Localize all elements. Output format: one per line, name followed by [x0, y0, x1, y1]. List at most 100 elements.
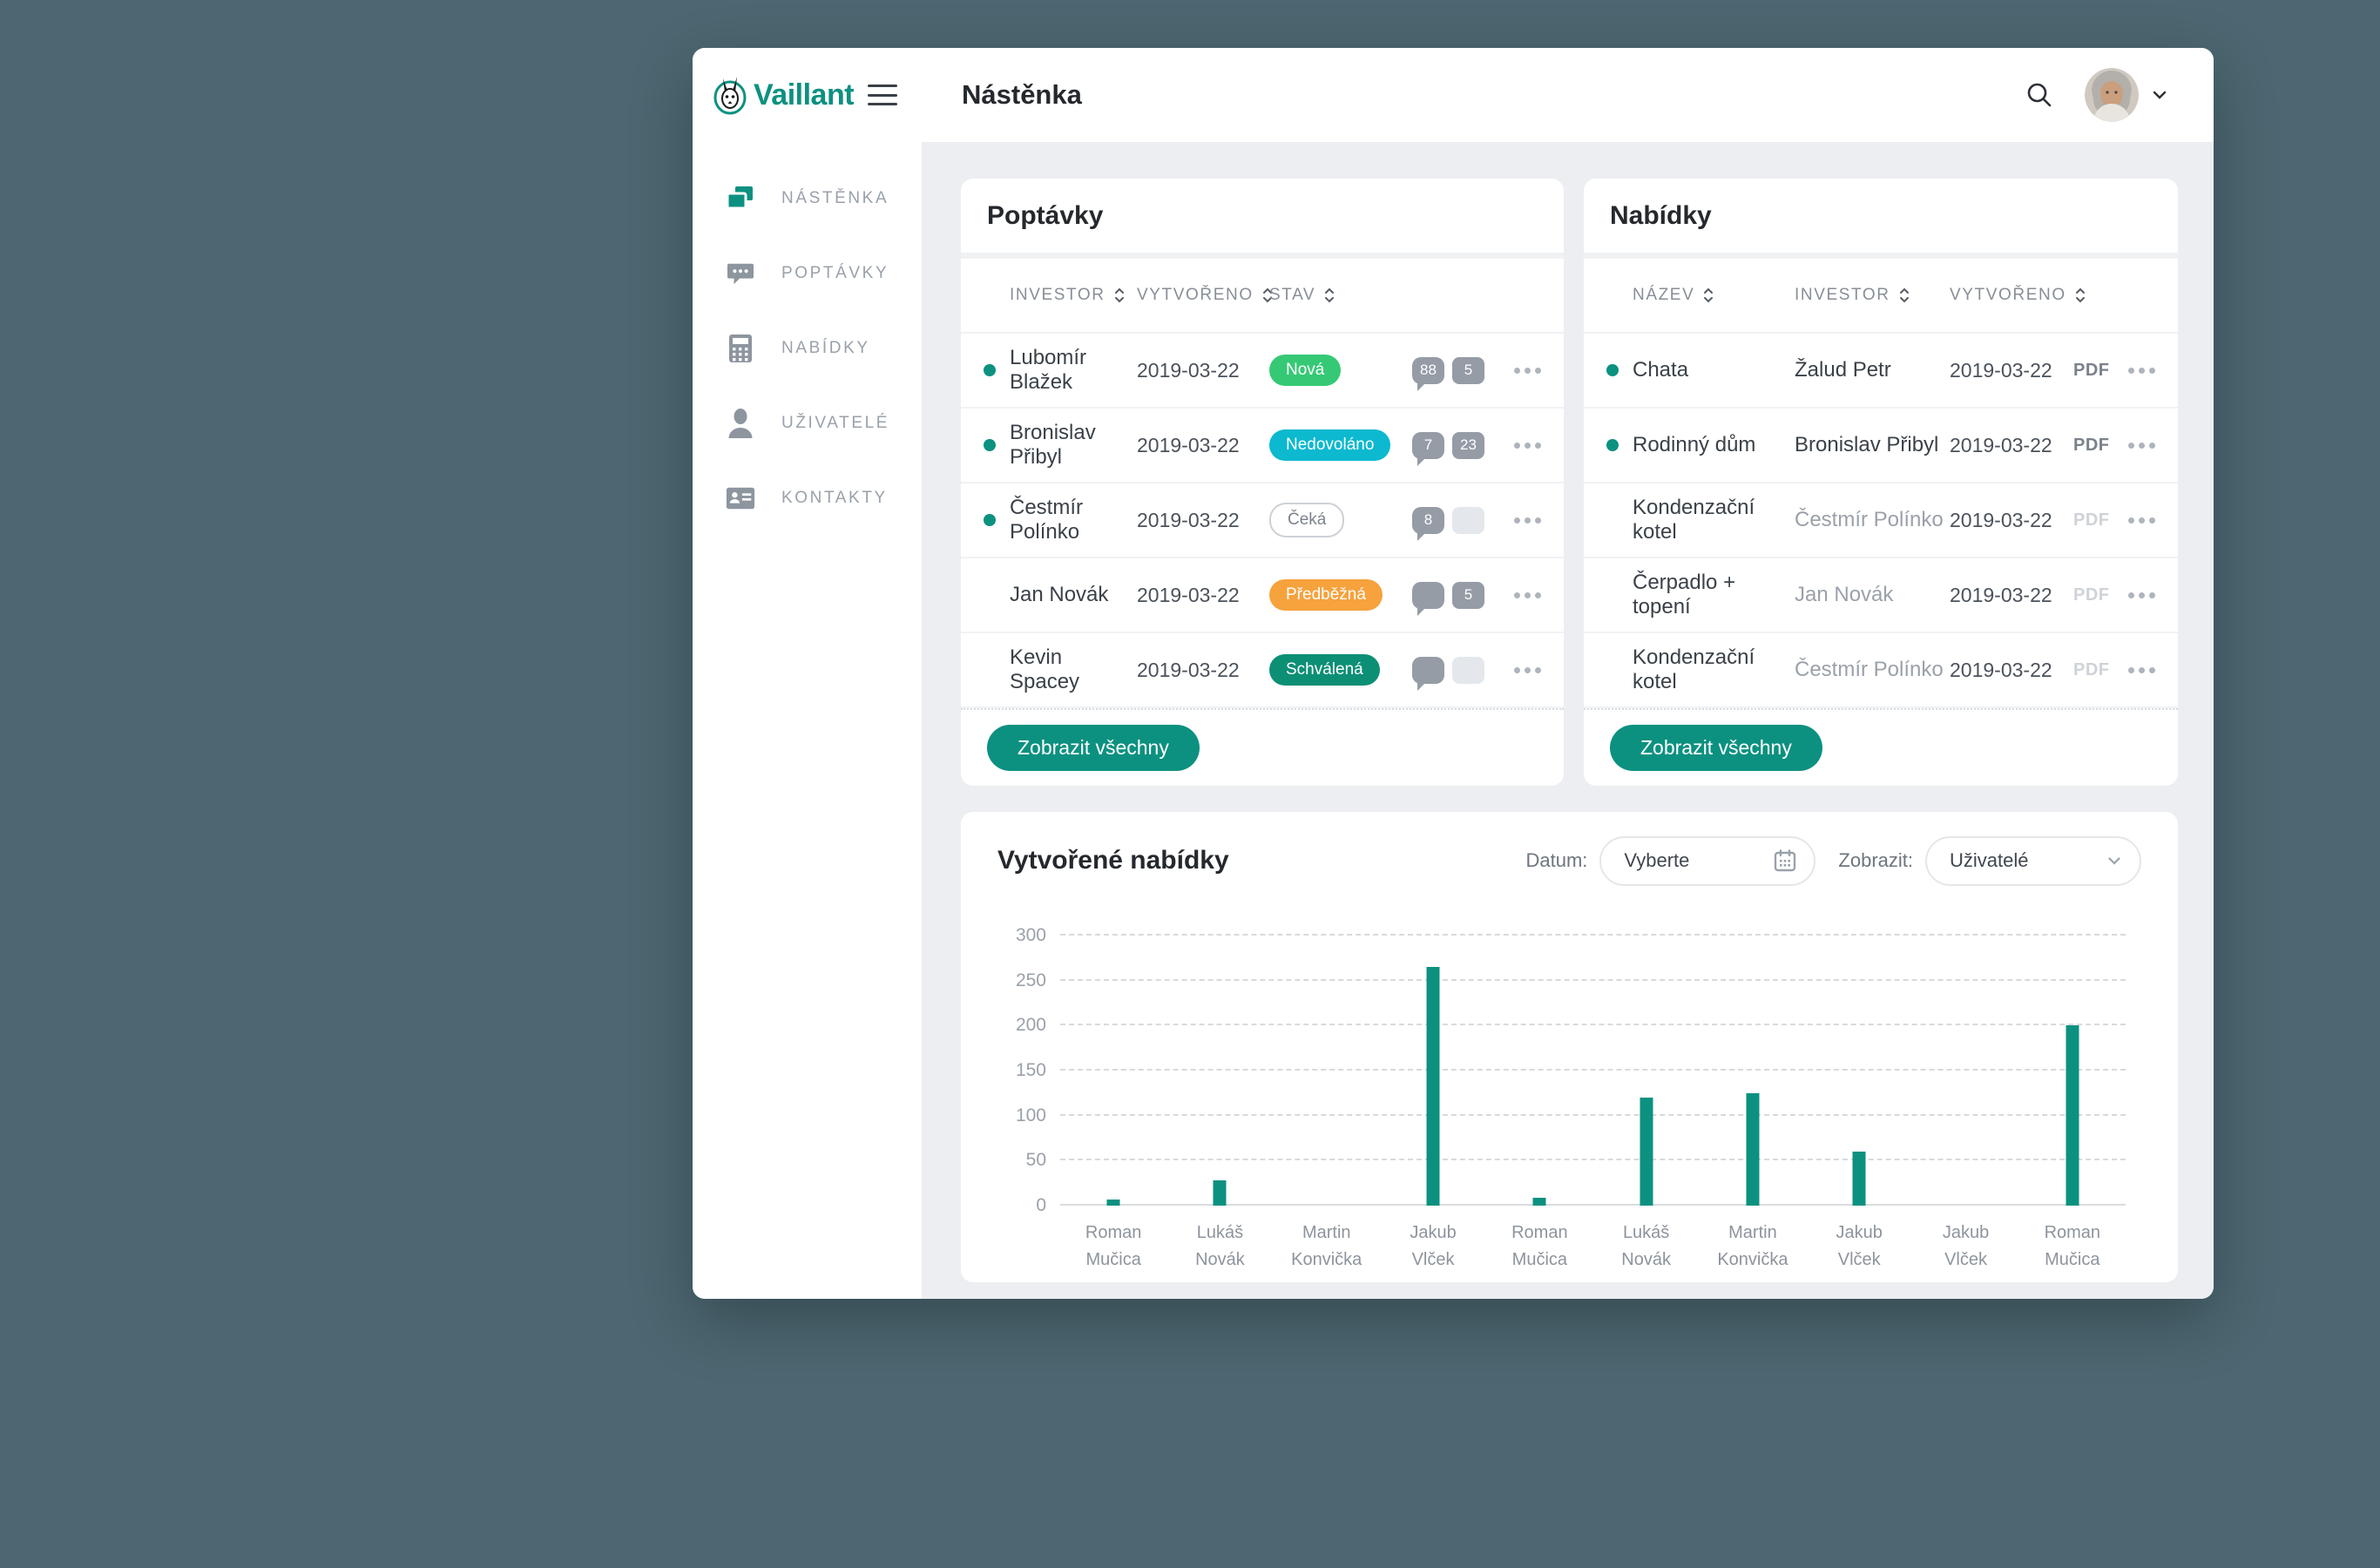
nabidky-row[interactable]: Kondenzační kotel Čestmír Polínko 2019-03-…	[1584, 483, 2178, 558]
created-date: 2019-03-22	[1950, 433, 2052, 456]
date-picker-input[interactable]: Vyberte	[1599, 835, 1816, 886]
pdf-link: PDF	[2073, 659, 2110, 679]
status-cell: Nová	[1269, 355, 1412, 386]
chart-card: Vytvořené nabídky Datum: Vyberte	[961, 812, 2178, 1282]
bar-chart: 0 50 100 150 200 250 300	[1016, 925, 2126, 1215]
poptavky-row[interactable]: Kevin Spacey 2019-03-22 Schválená	[961, 633, 1564, 708]
hare-icon	[712, 75, 748, 115]
active-dot	[984, 364, 996, 376]
poptavky-show-all-button[interactable]: Zobrazit všechny	[987, 725, 1200, 771]
bar-column	[1166, 936, 1273, 1206]
sidebar-item-label: UŽIVATELÉ	[781, 414, 890, 432]
sidebar-item-kontakty[interactable]: KONTAKTY	[693, 461, 922, 536]
pdf-link[interactable]: PDF	[2073, 360, 2110, 380]
row-actions-icon[interactable]	[1514, 587, 1541, 604]
counters-cell: 88 5	[1412, 356, 1510, 391]
status-badge: Schválená	[1269, 654, 1380, 686]
bar	[1746, 1092, 1760, 1206]
menu-hamburger-icon[interactable]	[868, 84, 897, 105]
nabidky-show-all-button[interactable]: Zobrazit všechny	[1610, 725, 1822, 771]
menu-cell	[1510, 512, 1541, 529]
poptavky-col-investor[interactable]: INVESTOR	[1010, 286, 1137, 305]
status-cell: Schválená	[1269, 654, 1412, 686]
bar-column	[1592, 936, 1699, 1206]
row-status-dot	[1606, 364, 1633, 376]
row-status-dot	[984, 364, 1010, 376]
investor-name: Kevin Spacey	[1010, 645, 1080, 693]
x-axis-label: Roman Mučica	[1511, 1223, 1568, 1269]
sort-icon	[1702, 287, 1714, 304]
offer-name: Chata	[1633, 358, 1689, 382]
nabidky-row[interactable]: Kondenzační kotel Čestmír Polínko 2019-03-…	[1584, 633, 2178, 708]
nabidky-row[interactable]: Chata Žalud Petr 2019-03-22 PDF	[1584, 334, 2178, 409]
investor-name: Bronislav Přibyl	[1795, 433, 1939, 456]
sidebar-item-n-st-nka[interactable]: NÁSTĚNKA	[693, 161, 922, 236]
sidebar-item-nab-dky[interactable]: NABÍDKY	[693, 311, 922, 386]
sidebar-item-label: POPTÁVKY	[781, 264, 889, 282]
created-date: 2019-03-22	[1137, 358, 1240, 382]
status-badge: Nedovoláno	[1269, 429, 1391, 461]
investor-name: Jan Novák	[1795, 583, 1894, 606]
row-actions-icon[interactable]	[1514, 662, 1541, 679]
menu-cell	[1510, 362, 1541, 379]
poptavky-row[interactable]: Bronislav Přibyl 2019-03-22 Nedovoláno 7 23	[961, 409, 1564, 483]
poptavky-row[interactable]: Jan Novák 2019-03-22 Předběžná 5	[961, 558, 1564, 633]
y-axis-tick: 300	[1015, 925, 1046, 945]
gridline: 250	[1016, 970, 2126, 990]
status-badge: Čeká	[1269, 503, 1345, 537]
sidebar-item-label: KONTAKTY	[781, 489, 888, 507]
x-axis-label: Martin Konvička	[1717, 1223, 1788, 1269]
y-axis-tick: 50	[1025, 1150, 1046, 1171]
row-actions-icon[interactable]	[2128, 512, 2155, 529]
row-actions-icon[interactable]	[2128, 437, 2155, 454]
pdf-link: PDF	[2073, 510, 2110, 530]
nabidky-col-nazev[interactable]: NÁZEV	[1633, 286, 1795, 305]
investor-name: Lubomír Blažek	[1010, 346, 1087, 394]
comments-badge: 88	[1412, 356, 1444, 391]
gridline: 0	[1036, 1195, 2126, 1215]
investor-name: Čestmír Polínko	[1795, 658, 1944, 681]
bar	[1106, 1199, 1120, 1206]
datum-label: Datum:	[1525, 849, 1588, 871]
calendar-icon	[1774, 849, 1796, 872]
offers-badge: 5	[1452, 581, 1484, 609]
nabidky-col-investor[interactable]: INVESTOR	[1795, 286, 1950, 305]
x-axis-label: Roman Mučica	[2044, 1223, 2101, 1269]
topbar: Nástěnka	[922, 48, 2214, 142]
row-actions-icon[interactable]	[1514, 512, 1541, 529]
zobrazit-select[interactable]: Uživatelé	[1925, 835, 2141, 886]
user-avatar[interactable]	[2085, 68, 2139, 122]
x-axis-label: Jakub Vlček	[1942, 1223, 1990, 1269]
bar-column	[1486, 936, 1592, 1206]
chart-x-labels: Roman Mučica Lukáš Novák Martin Konvička Jakub…	[1060, 1220, 2126, 1274]
nabidky-row[interactable]: Čerpadlo + topení Jan Novák 2019-03-22 PDF	[1584, 558, 2178, 633]
menu-cell	[2124, 437, 2155, 454]
user-icon	[726, 409, 755, 438]
nabidky-col-vytvoreno[interactable]: VYTVOŘENO	[1950, 286, 2085, 305]
gridline: 100	[1016, 1105, 2126, 1125]
status-cell: Čeká	[1269, 503, 1412, 537]
row-actions-icon[interactable]	[2128, 362, 2155, 379]
bar	[1213, 1180, 1227, 1206]
row-status-dot	[984, 514, 1010, 526]
sidebar-item-popt-vky[interactable]: POPTÁVKY	[693, 236, 922, 311]
row-actions-icon[interactable]	[1514, 437, 1541, 454]
poptavky-row[interactable]: Čestmír Polínko 2019-03-22 Čeká 8	[961, 483, 1564, 558]
bar-column	[2019, 936, 2126, 1206]
pdf-link[interactable]: PDF	[2073, 435, 2110, 455]
counters-cell	[1412, 656, 1510, 691]
sidebar-item-u-ivatel-[interactable]: UŽIVATELÉ	[693, 386, 922, 461]
row-actions-icon[interactable]	[1514, 362, 1541, 379]
nabidky-row[interactable]: Rodinný dům Bronislav Přibyl 2019-03-22 PDF	[1584, 409, 2178, 483]
search-icon[interactable]	[2024, 79, 2055, 111]
x-axis-label: Jakub Vlček	[1410, 1223, 1457, 1269]
row-actions-icon[interactable]	[2128, 662, 2155, 679]
sort-icon	[1898, 287, 1910, 304]
poptavky-card-header: Poptávky	[961, 179, 1564, 259]
user-menu[interactable]	[2085, 68, 2168, 122]
row-actions-icon[interactable]	[2128, 587, 2155, 604]
poptavky-col-stav[interactable]: STAV	[1269, 286, 1412, 305]
poptavky-row[interactable]: Lubomír Blažek 2019-03-22 Nová 88 5	[961, 334, 1564, 409]
poptavky-col-vytvoreno[interactable]: VYTVOŘENO	[1137, 286, 1272, 305]
offers-badge	[1452, 506, 1484, 534]
